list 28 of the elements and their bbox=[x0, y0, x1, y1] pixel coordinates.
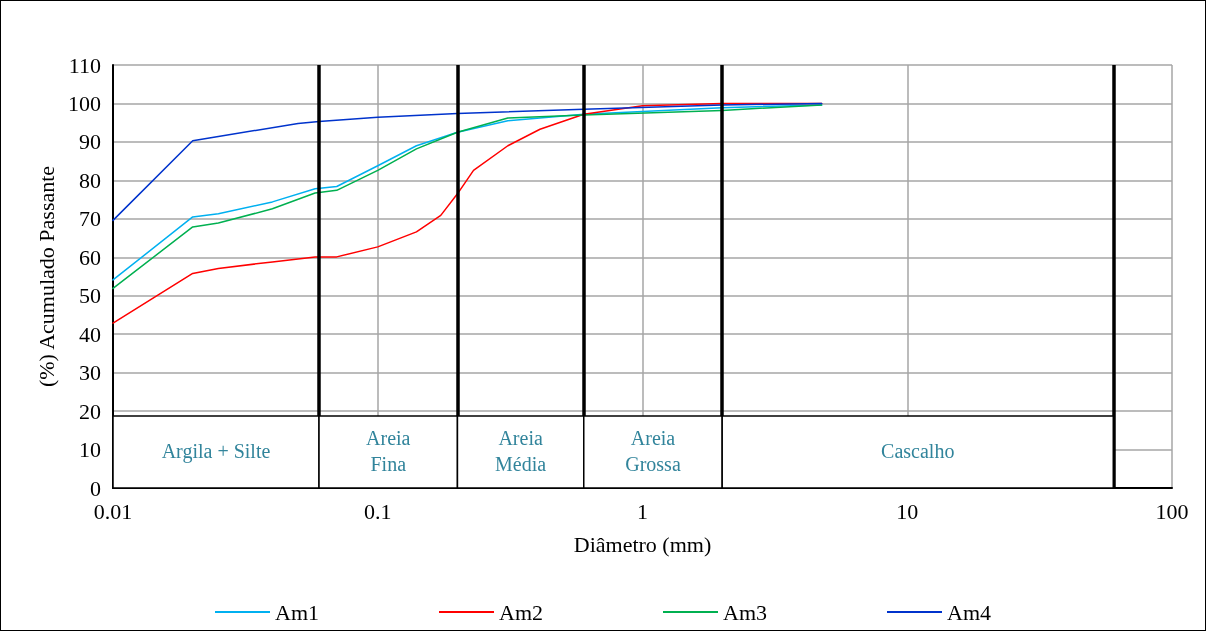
x-tick-label: 0.01 bbox=[93, 498, 133, 524]
y-tick-label: 20 bbox=[79, 398, 101, 424]
y-tick-label: 50 bbox=[79, 283, 101, 309]
y-tick-label: 100 bbox=[68, 90, 101, 116]
band-label: Cascalho bbox=[881, 440, 955, 462]
y-tick-label: 60 bbox=[79, 244, 101, 270]
legend-label: Am4 bbox=[947, 599, 991, 625]
x-tick-label: 0.1 bbox=[364, 498, 392, 524]
y-tick-label: 0 bbox=[90, 475, 101, 501]
y-tick-label: 110 bbox=[68, 52, 101, 78]
x-tick-label: 10 bbox=[896, 498, 919, 524]
y-tick-label: 30 bbox=[79, 360, 101, 386]
y-tick-label: 70 bbox=[79, 206, 101, 232]
band-label: Areia Média bbox=[495, 427, 547, 475]
legend-label: Am2 bbox=[499, 599, 543, 625]
y-tick-label: 80 bbox=[79, 167, 101, 193]
x-axis-title: Diâmetro (mm) bbox=[573, 531, 712, 557]
y-axis-title: (%) Acumulado Passante bbox=[33, 165, 59, 388]
y-tick-label: 90 bbox=[79, 129, 101, 155]
y-tick-label: 10 bbox=[79, 437, 101, 463]
legend-label: Am1 bbox=[275, 599, 319, 625]
legend-label: Am3 bbox=[723, 599, 767, 625]
band-label: Areia Grossa bbox=[625, 427, 681, 475]
y-tick-label: 40 bbox=[79, 321, 101, 347]
band-label: Argila + Silte bbox=[161, 440, 271, 463]
x-tick-label: 1 bbox=[637, 498, 648, 524]
band-label: Areia Fina bbox=[366, 427, 411, 475]
x-tick-label: 100 bbox=[1155, 498, 1189, 524]
